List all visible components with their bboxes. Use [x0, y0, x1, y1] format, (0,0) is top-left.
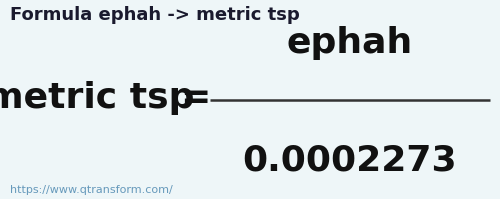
Text: 0.0002273: 0.0002273	[242, 143, 458, 177]
Text: metric tsp: metric tsp	[0, 81, 194, 114]
Text: =: =	[180, 81, 210, 114]
Text: Formula ephah -> metric tsp: Formula ephah -> metric tsp	[10, 6, 300, 24]
Text: ephah: ephah	[287, 26, 413, 60]
Text: https://www.qtransform.com/: https://www.qtransform.com/	[10, 185, 173, 195]
